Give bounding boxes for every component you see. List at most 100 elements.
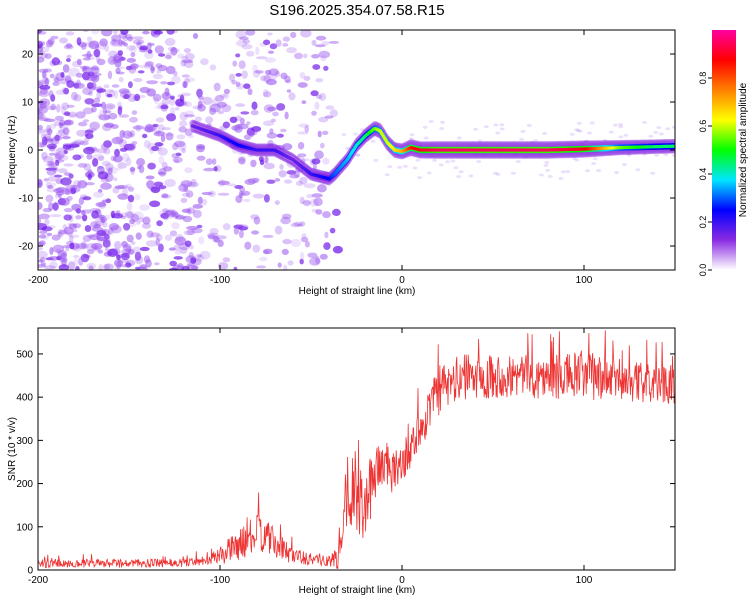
spectrogram-noise-blob: [240, 111, 250, 115]
snr-xtick-label: -200: [28, 575, 48, 586]
spectrogram-noise-blob: [104, 247, 109, 252]
spectrogram-noise-blob: [183, 186, 189, 192]
spectrogram-noise-blob: [635, 168, 641, 172]
spectrogram-noise-blob: [41, 136, 48, 146]
spectrogram-noise-blob: [49, 123, 57, 129]
spectrogram-noise-blob: [235, 103, 246, 107]
spectrogram-noise-blob: [161, 193, 169, 198]
spectrogram-noise-blob: [263, 39, 271, 46]
spectrogram-noise-blob: [240, 117, 245, 126]
spectrogram-noise-blob: [126, 234, 134, 243]
spectrogram-noise-blob: [136, 221, 141, 225]
spectrogram-noise-blob: [142, 30, 150, 35]
spectrogram-noise-blob: [623, 133, 629, 137]
colorbar-tick-label: 0.8: [698, 72, 708, 85]
spectrogram-noise-blob: [117, 50, 124, 56]
spectrogram-noise-blob: [158, 156, 165, 165]
spectrogram-noise-blob: [250, 159, 257, 168]
spectrogram-noise-blob: [542, 131, 548, 135]
spectrogram-noise-blob: [49, 161, 55, 168]
spectrogram-noise-blob: [96, 236, 109, 242]
spectrogram-noise-blob: [654, 153, 660, 157]
spectrogram-noise-blob: [93, 48, 101, 58]
spectrogram-noise-blob: [164, 234, 173, 241]
spectrogram-noise-blob: [569, 132, 575, 136]
spectrogram-noise-blob: [155, 237, 160, 247]
spectrogram-noise-blob: [117, 162, 128, 169]
spectrogram-noise-blob: [111, 136, 124, 145]
spectrogram-noise-blob: [642, 152, 648, 156]
spectrogram-noise-blob: [38, 113, 46, 120]
spectrogram-noise-blob: [57, 231, 62, 237]
spectrogram-noise-blob: [117, 184, 129, 189]
spectrogram-noise-blob: [84, 76, 89, 82]
spectrogram-noise-blob: [450, 159, 456, 163]
spectrogram-noise-blob: [73, 257, 79, 266]
spectrogram-noise-blob: [63, 226, 74, 235]
spectrogram-noise-blob: [38, 90, 50, 97]
spectrogram-noise-blob: [281, 213, 292, 220]
spectrogram-noise-blob: [39, 230, 48, 234]
spectrogram-noise-blob: [39, 240, 46, 247]
spectrogram-noise-blob: [370, 139, 376, 143]
spectrogram-noise-blob: [110, 210, 116, 219]
spectrogram-noise-blob: [314, 150, 324, 160]
spectrogram-noise-blob: [153, 96, 159, 105]
spectrogram-noise-blob: [235, 81, 241, 87]
spectrogram-noise-blob: [286, 89, 292, 93]
spectrogram-noise-blob: [515, 160, 521, 164]
spectrogram-noise-blob: [183, 230, 194, 236]
spectrogram-noise-blob: [329, 109, 338, 118]
spectrogram-noise-blob: [585, 169, 590, 173]
spectrogram-noise-blob: [445, 160, 450, 164]
spectrogram-noise-blob: [217, 180, 230, 186]
spectrogram-noise-blob: [58, 122, 67, 126]
spectrogram-noise-blob: [135, 124, 141, 132]
spectrogram-noise-blob: [184, 52, 195, 61]
spectrogram-ytick-label: -10: [19, 194, 34, 205]
spectrogram-noise-blob: [61, 136, 71, 140]
spectrogram-noise-blob: [300, 30, 312, 38]
spectrogram-noise-blob: [77, 180, 88, 189]
spectrogram-noise-blob: [263, 89, 269, 97]
spectrogram-noise-blob: [55, 187, 68, 193]
spectrogram-noise-blob: [648, 134, 654, 138]
spectrogram-noise-blob: [149, 146, 155, 155]
spectrogram-noise-blob: [167, 81, 175, 86]
spectrogram-noise-blob: [38, 217, 42, 224]
spectrogram-noise-blob: [173, 244, 181, 251]
spectrogram-noise-blob: [108, 223, 120, 231]
spectrogram-noise-blob: [671, 153, 675, 157]
spectrogram-noise-blob: [117, 193, 129, 200]
spectrogram-noise-blob: [353, 132, 359, 136]
spectrogram-noise-blob: [317, 184, 327, 193]
spectrogram-noise-blob: [241, 44, 253, 50]
spectrogram-noise-blob: [251, 230, 260, 235]
spectrogram-noise-blob: [161, 92, 171, 100]
spectrogram-noise-blob: [71, 91, 78, 101]
spectrogram-noise-blob: [86, 153, 93, 160]
spectrogram-noise-blob: [115, 71, 125, 75]
spectrogram-noise-blob: [160, 134, 166, 143]
spectrogram-noise-blob: [181, 192, 190, 197]
spectrogram-noise-blob: [311, 54, 320, 59]
spectrogram-noise-blob: [217, 192, 230, 196]
spectrogram-noise-blob: [72, 154, 82, 161]
spectrogram-noise-blob: [480, 153, 486, 157]
spectrogram-noise-blob: [276, 133, 284, 138]
spectrogram-noise-blob: [75, 215, 84, 219]
spectrogram-noise-blob: [270, 118, 277, 123]
spectrogram-noise-blob: [602, 139, 608, 142]
spectrogram-noise-blob: [139, 246, 150, 252]
spectrogram-noise-blob: [47, 160, 55, 167]
spectrogram-noise-blob: [108, 228, 113, 235]
spectrogram-noise-blob: [574, 128, 580, 132]
spectrogram-noise-blob: [42, 155, 54, 163]
spectrogram-noise-blob: [282, 43, 289, 47]
spectrogram-noise-blob: [48, 152, 56, 156]
spectrogram-noise-blob: [326, 242, 331, 249]
spectrogram-noise-blob: [155, 130, 161, 135]
snr-ytick-label: 0: [27, 566, 33, 577]
spectrogram-noise-blob: [103, 237, 111, 245]
spectrogram-noise-blob: [186, 263, 196, 267]
